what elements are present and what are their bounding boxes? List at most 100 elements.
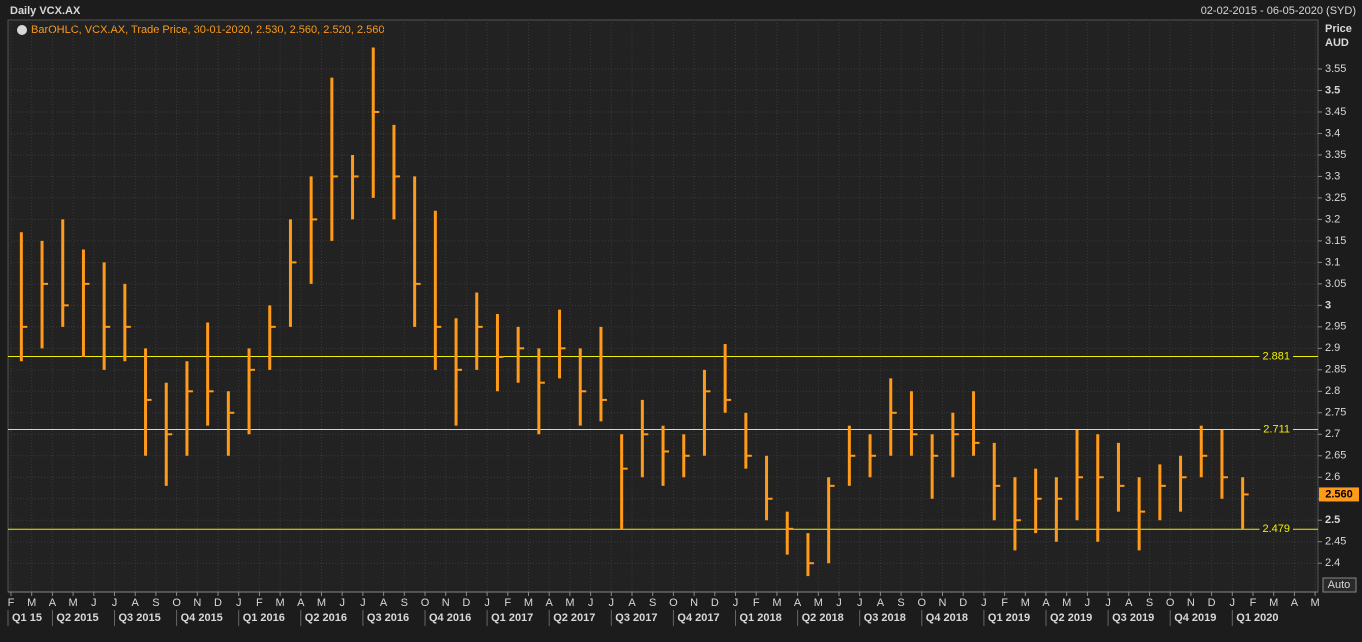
y-tick-label: 3.2 [1325,213,1340,225]
x-tick-label: A [877,597,885,609]
x-tick-label: N [442,597,450,609]
x-tick-label: M [276,597,285,609]
x-tick-label: J [857,597,863,609]
quarter-label: Q4 2015 [181,612,223,624]
y-tick-label: 2.8 [1325,385,1340,397]
quarter-label: Q3 2018 [864,612,906,624]
x-tick-label: S [649,597,656,609]
legend-text: BarOHLC, VCX.AX, Trade Price, 30-01-2020… [31,24,384,36]
y-axis-title: Price [1325,23,1352,35]
reference-label: 2.881 [1262,350,1290,362]
reference-label: 2.711 [1263,423,1290,435]
x-tick-label: F [256,597,263,609]
quarter-label: Q4 2017 [677,612,719,624]
y-tick-label: 3 [1325,299,1331,311]
chart-title: Daily VCX.AX [10,5,81,17]
x-tick-label: J [236,597,242,609]
auto-button-label[interactable]: Auto [1328,579,1351,591]
reference-label-bg [1260,423,1293,436]
y-tick-label: 3.55 [1325,63,1346,75]
y-tick-label: 3.5 [1325,84,1340,96]
x-tick-label: A [1125,597,1133,609]
quarter-label: Q1 2017 [491,612,533,624]
x-tick-label: N [939,597,947,609]
x-tick-label: M [69,597,78,609]
quarter-label: Q2 2017 [553,612,595,624]
x-tick-label: N [690,597,698,609]
y-tick-label: 3.05 [1325,278,1346,290]
x-tick-label: F [753,597,760,609]
y-tick-label: 2.75 [1325,407,1346,419]
quarter-label: Q2 2018 [802,612,844,624]
x-tick-label: A [132,597,140,609]
quarter-label: Q3 2015 [119,612,161,624]
x-tick-label: O [421,597,430,609]
y-tick-label: 3.3 [1325,170,1340,182]
x-tick-label: A [297,597,305,609]
x-tick-label: S [1146,597,1153,609]
y-tick-label: 3.45 [1325,106,1346,118]
x-tick-label: A [794,597,802,609]
plot-area [7,19,1319,593]
quarter-label: Q4 2019 [1174,612,1216,624]
y-tick-label: 2.5 [1325,514,1340,526]
auto-button[interactable] [1322,577,1357,593]
y-tick-label: 2.4 [1325,557,1340,569]
x-tick-label: A [380,597,388,609]
quarter-label: Q4 2018 [926,612,968,624]
x-tick-label: M [27,597,36,609]
y-tick-label: 2.65 [1325,450,1346,462]
y-axis-title: AUD [1325,37,1349,49]
x-tick-label: S [152,597,159,609]
x-tick-label: M [772,597,781,609]
x-tick-label: J [91,597,97,609]
date-range: 02-02-2015 - 06-05-2020 (SYD) [1201,5,1356,17]
quarter-label: Q1 2019 [988,612,1030,624]
x-tick-label: J [1230,597,1236,609]
x-tick-label: M [317,597,326,609]
y-tick-label: 2.6 [1325,471,1340,483]
x-tick-label: M [565,597,574,609]
y-tick-label: 3.4 [1325,127,1340,139]
x-tick-label: N [1187,597,1195,609]
x-tick-label: J [836,597,842,609]
x-tick-label: S [897,597,904,609]
x-tick-label: A [1291,597,1299,609]
quarter-label: Q3 2019 [1112,612,1154,624]
y-tick-label: 2.45 [1325,536,1346,548]
quarter-label: Q2 2015 [56,612,98,624]
quarter-label: Q4 2016 [429,612,471,624]
x-tick-label: J [484,597,490,609]
x-tick-label: J [609,597,615,609]
x-tick-label: M [1021,597,1030,609]
quarter-label: Q2 2016 [305,612,347,624]
y-tick-label: 3.25 [1325,192,1346,204]
last-price-label: 2.560 [1325,488,1353,500]
x-tick-label: M [814,597,823,609]
legend-icon[interactable] [17,25,27,35]
x-tick-label: D [1208,597,1216,609]
reference-label: 2.479 [1262,523,1290,535]
x-tick-label: J [1105,597,1111,609]
reference-label-bg [1259,523,1293,536]
quarter-label: Q1 2020 [1236,612,1278,624]
quarter-label: Q1 15 [12,612,42,624]
x-tick-label: M [1311,597,1320,609]
x-tick-label: J [1085,597,1091,609]
x-tick-label: D [959,597,967,609]
x-tick-label: J [339,597,345,609]
x-tick-label: J [360,597,366,609]
x-tick-label: O [669,597,678,609]
x-tick-label: A [628,597,636,609]
quarter-label: Q1 2018 [740,612,782,624]
x-tick-label: F [1001,597,1008,609]
reference-label-bg [1259,350,1293,363]
x-tick-label: D [214,597,222,609]
x-tick-label: O [172,597,181,609]
y-tick-label: 3.35 [1325,149,1346,161]
y-tick-label: 3.15 [1325,235,1346,247]
x-tick-label: N [193,597,201,609]
x-tick-label: M [524,597,533,609]
x-tick-label: D [462,597,470,609]
